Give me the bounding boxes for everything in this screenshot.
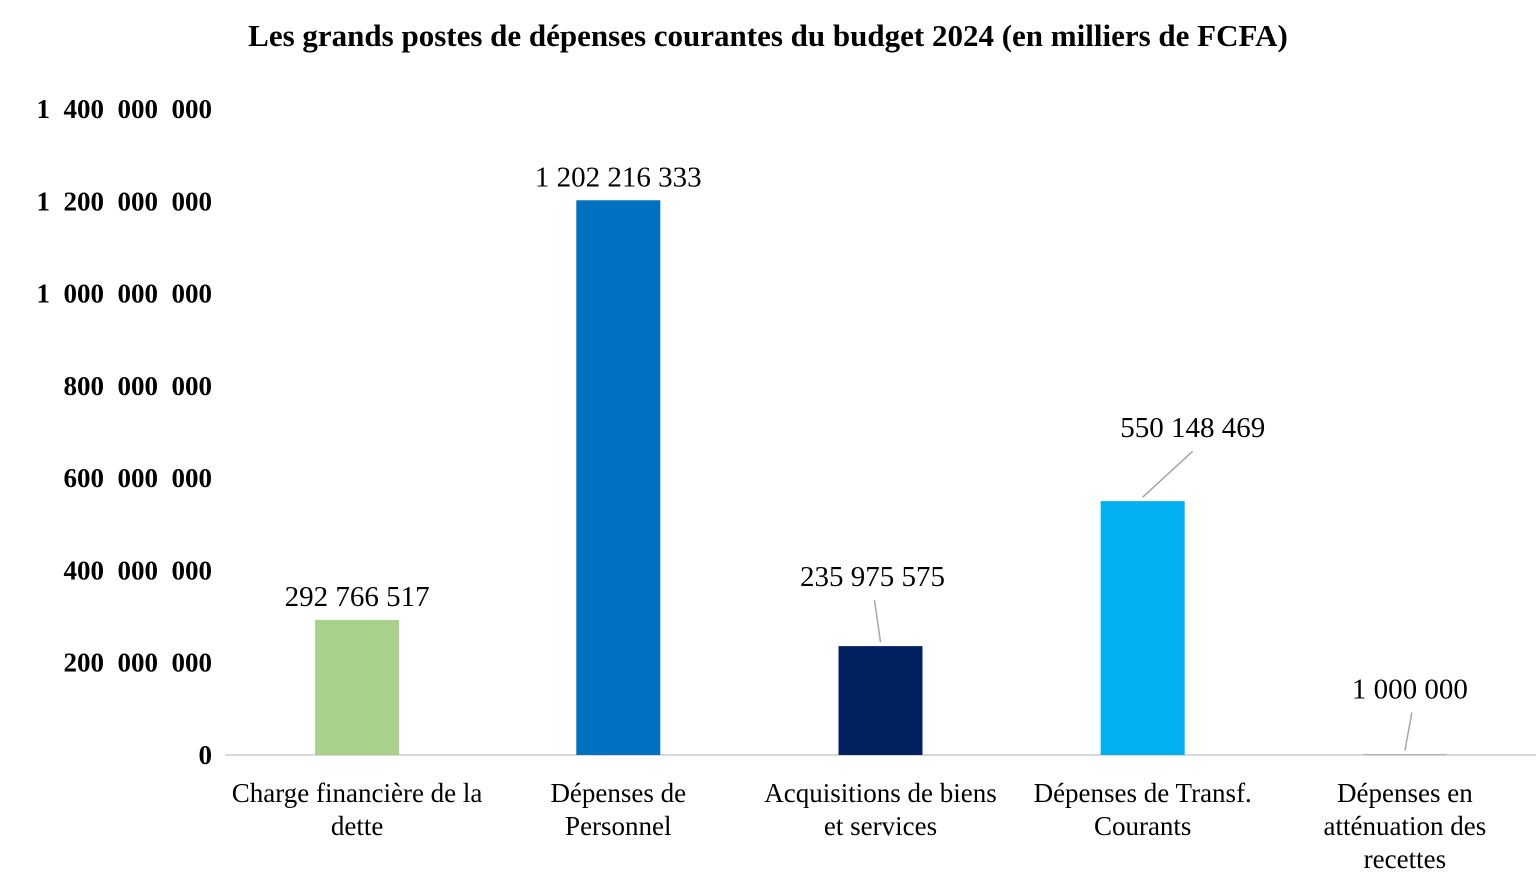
y-tick-label: 800 000 000 [64, 371, 213, 401]
x-category-label: dette [331, 811, 383, 841]
x-category-label: Acquisitions de biens [764, 778, 996, 808]
data-label: 1 000 000 [1352, 674, 1468, 706]
leader-line [873, 600, 882, 643]
x-category-label: recettes [1364, 844, 1446, 874]
chart-title: Les grands postes de dépenses courantes … [248, 18, 1288, 53]
x-category-label: Dépenses en [1337, 778, 1473, 808]
y-tick-label: 1 200 000 000 [37, 186, 213, 216]
data-labels: 292 766 517 1 202 216 333 235 975 575 550 1… [285, 161, 1468, 705]
bar [1100, 501, 1185, 755]
x-category-label: Charge financière de la [232, 778, 483, 808]
data-label: 235 975 575 [800, 561, 945, 593]
bar [315, 619, 400, 755]
y-tick-label: 200 000 000 [64, 648, 213, 678]
x-category-label: atténuation des [1324, 811, 1487, 841]
leader-lines [873, 450, 1413, 751]
bar [576, 200, 661, 755]
x-category-label: et services [824, 811, 937, 841]
bar [838, 646, 923, 755]
data-label: 1 202 216 333 [535, 161, 702, 193]
data-label: 550 148 469 [1120, 412, 1265, 444]
bars [315, 200, 1447, 755]
y-tick-label: 1 400 000 000 [37, 94, 213, 124]
leader-line [1142, 450, 1194, 498]
x-category-label: Dépenses de Transf. [1034, 778, 1252, 808]
x-category-label: Dépenses de [550, 778, 686, 808]
y-tick-label: 600 000 000 [64, 463, 213, 493]
x-category-label: Personnel [565, 811, 671, 841]
data-label: 292 766 517 [285, 581, 430, 613]
y-axis-ticks: 0 200 000 000 400 000 000 600 000 000 800 00… [37, 94, 213, 770]
y-tick-label: 0 [199, 740, 213, 770]
y-tick-label: 400 000 000 [64, 555, 213, 585]
leader-line [1404, 712, 1413, 751]
x-category-label: Courants [1094, 811, 1192, 841]
y-tick-label: 1 000 000 000 [37, 279, 213, 309]
